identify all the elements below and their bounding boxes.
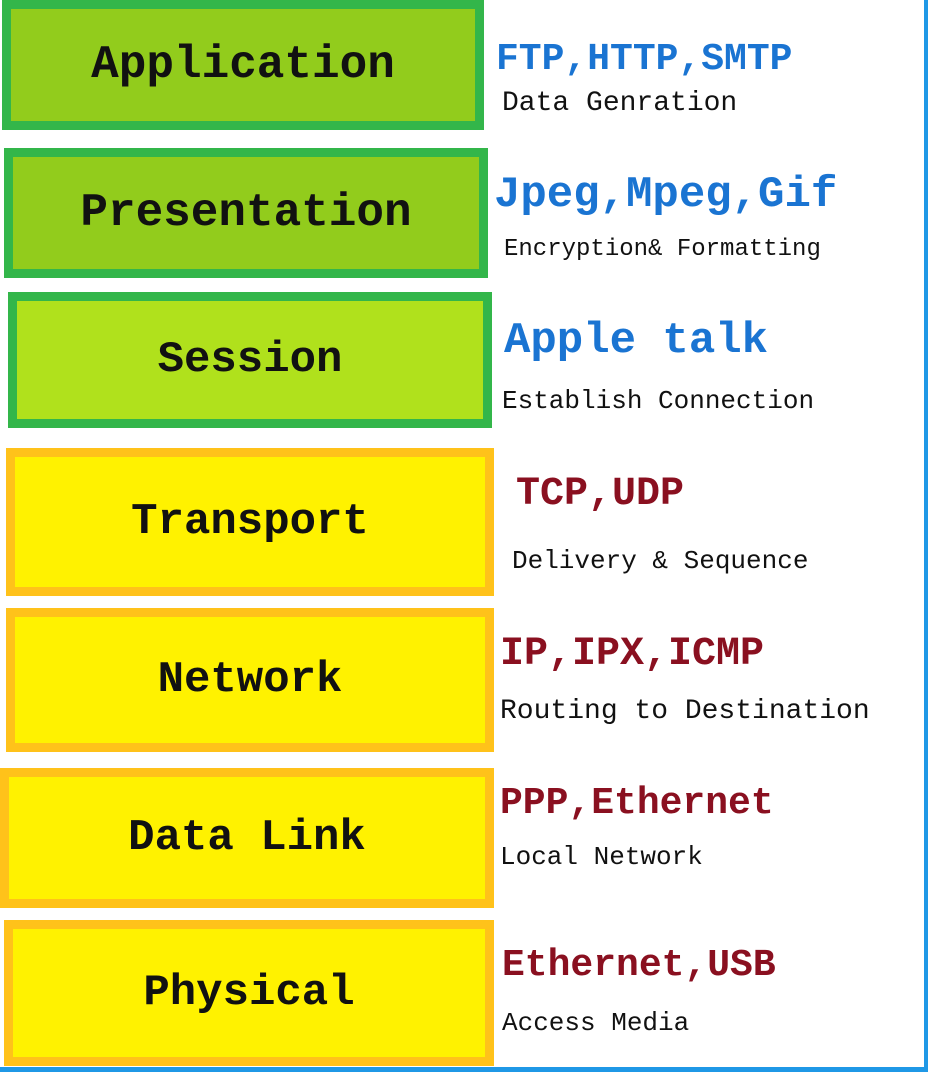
layer-box-transport: Transport — [6, 448, 494, 596]
protocols-transport: TCP,UDP — [516, 472, 685, 517]
function-transport: Delivery & Sequence — [512, 546, 809, 576]
protocols-data-link: PPP,Ethernet — [500, 782, 774, 825]
protocols-physical: Ethernet,USB — [502, 944, 776, 987]
function-data-link: Local Network — [500, 842, 703, 872]
layer-name-physical: Physical — [143, 968, 355, 1018]
function-network: Routing to Destination — [500, 696, 870, 727]
layer-name-network: Network — [157, 655, 343, 705]
layer-name-transport: Transport — [131, 497, 369, 547]
protocols-application: FTP,HTTP,SMTP — [496, 38, 793, 81]
layer-box-data-link: Data Link — [0, 768, 494, 908]
protocols-network: IP,IPX,ICMP — [500, 632, 765, 677]
function-presentation: Encryption& Formatting — [504, 236, 821, 263]
layer-name-data-link: Data Link — [128, 813, 366, 863]
function-physical: Access Media — [502, 1008, 690, 1038]
layer-box-presentation: Presentation — [4, 148, 488, 278]
frame-right-border — [924, 0, 928, 1072]
function-application: Data Genration — [502, 88, 738, 119]
layer-name-session: Session — [157, 335, 343, 385]
frame-bottom-border — [0, 1067, 928, 1072]
layer-box-session: Session — [8, 292, 492, 428]
layer-box-physical: Physical — [4, 920, 494, 1066]
layer-box-application: Application — [2, 0, 484, 130]
function-session: Establish Connection — [502, 386, 815, 416]
layer-box-network: Network — [6, 608, 494, 752]
protocols-session: Apple talk — [504, 316, 769, 366]
layer-name-application: Application — [91, 39, 395, 91]
layer-name-presentation: Presentation — [80, 187, 412, 239]
protocols-presentation: Jpeg,Mpeg,Gif — [494, 170, 838, 220]
